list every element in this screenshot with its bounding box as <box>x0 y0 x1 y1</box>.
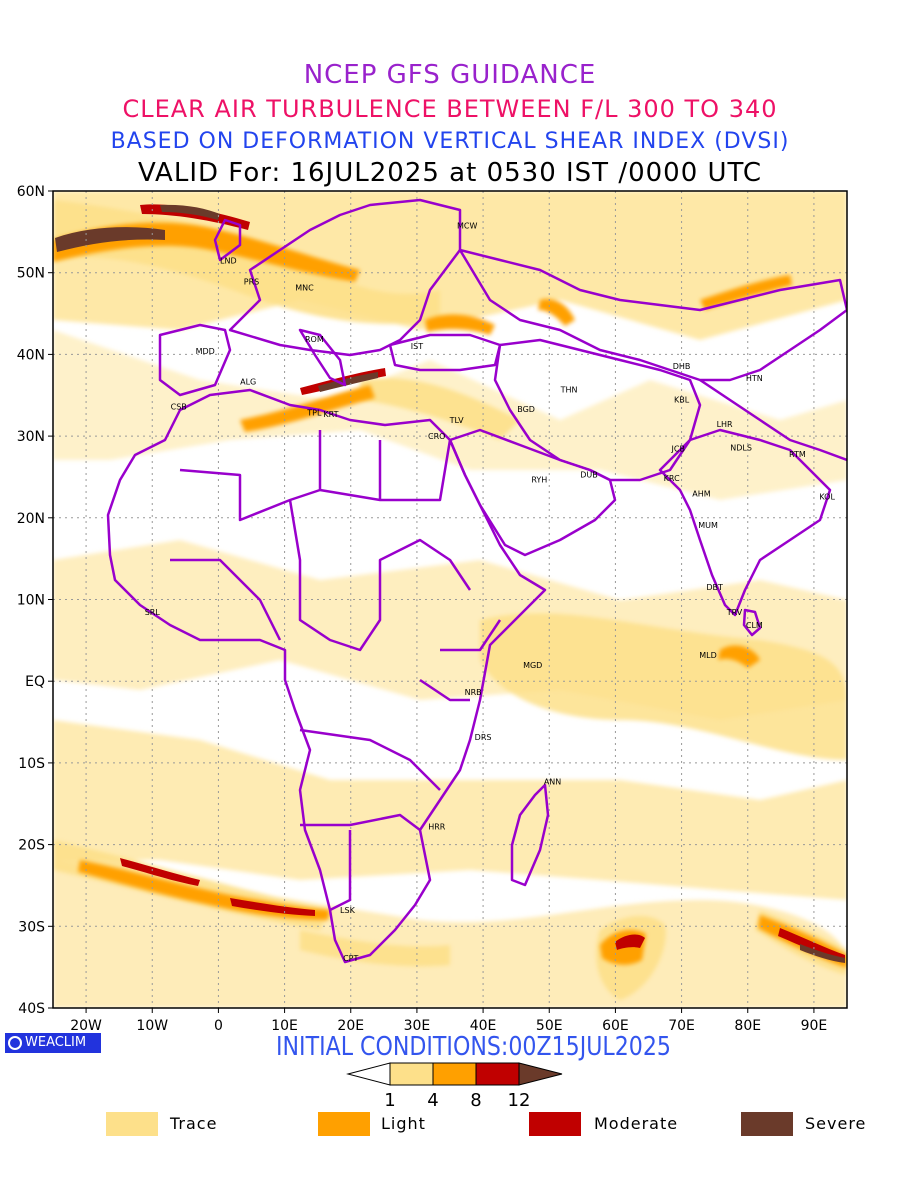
station-label-nrb: NRB <box>465 688 482 697</box>
country-boundaries <box>106 198 847 964</box>
lat-label: 30S <box>18 919 45 935</box>
station-label-rtm: RTM <box>789 450 806 459</box>
lon-label: 50E <box>536 1018 563 1034</box>
station-label-mcw: MCW <box>457 221 477 230</box>
lat-label: EQ <box>25 674 45 690</box>
station-label-mdd: MDD <box>196 347 215 356</box>
station-label-dhb: DHB <box>673 362 691 371</box>
station-label-mld: MLD <box>699 651 717 660</box>
lon-label: 30E <box>404 1018 431 1034</box>
logo-text: WEACLIM <box>25 1035 87 1050</box>
lat-label: 20N <box>17 511 45 527</box>
lat-label: 50N <box>17 266 45 282</box>
axis-labels: 60N 50N 40N 30N 20N 10N EQ 10S 20S 30S 40S 20W 10W 0 1… <box>17 184 828 1034</box>
station-label-htn: HTN <box>746 374 763 383</box>
lon-label: 20W <box>70 1018 102 1034</box>
header-line-2: CLEAR AIR TURBULENCE BETWEEN F/L 300 TO … <box>122 95 778 123</box>
lon-label: 0 <box>214 1018 223 1034</box>
lon-label: 10E <box>271 1018 298 1034</box>
station-label-csb: CSB <box>171 403 187 412</box>
legend-label-moderate: Moderate <box>594 1114 679 1133</box>
station-label-tlv: TLV <box>449 416 464 425</box>
lat-label: 30N <box>17 429 45 445</box>
lon-label: 90E <box>801 1018 828 1034</box>
station-label-dbt: DBT <box>706 583 723 592</box>
colorbar-tick-8: 8 <box>470 1090 481 1111</box>
station-label-lsk: LSK <box>340 906 356 915</box>
colorbar: 1 4 8 12 <box>346 1062 563 1111</box>
station-label-bgd: BGD <box>517 405 535 414</box>
header-line-1: NCEP GFS GUIDANCE <box>303 60 597 90</box>
lon-label: 20E <box>337 1018 364 1034</box>
legend-swatch-severe <box>741 1112 793 1136</box>
lon-label: 60E <box>602 1018 629 1034</box>
station-label-trv: TRV <box>726 608 743 617</box>
lat-label: 10S <box>18 756 45 772</box>
station-label-clm: CLM <box>746 621 763 630</box>
station-label-tpl: TPL <box>306 408 322 417</box>
station-label-mum: MUM <box>698 521 718 530</box>
initial-conditions: INITIAL CONDITIONS:00Z15JUL2025 <box>276 1032 671 1062</box>
station-label-krc: KRC <box>664 474 680 483</box>
weaclim-logo-icon <box>8 1036 22 1050</box>
station-label-kbl: KBL <box>674 395 690 404</box>
lon-label: 80E <box>734 1018 761 1034</box>
station-labels: MCW LND PRS MNC ROM MDD IST ALG CSB TPL KRT CRO TLV B… <box>145 221 836 963</box>
station-label-alg: ALG <box>240 377 256 386</box>
lon-label: 70E <box>668 1018 695 1034</box>
station-label-krt: KRT <box>323 410 338 419</box>
station-label-mnc: MNC <box>295 283 314 292</box>
station-label-ryh: RYH <box>531 475 547 484</box>
lat-label: 60N <box>17 184 45 200</box>
station-label-prs: PRS <box>244 278 259 287</box>
lat-label: 40S <box>18 1001 45 1017</box>
graticule <box>53 191 847 1008</box>
colorbar-tick-4: 4 <box>427 1090 438 1111</box>
station-label-thn: THN <box>560 386 578 395</box>
lat-label: 10N <box>17 593 45 609</box>
station-label-ndls: NDLS <box>730 444 752 453</box>
lat-label: 40N <box>17 347 45 363</box>
legend-swatch-moderate <box>529 1112 581 1136</box>
station-label-ahm: AHM <box>692 489 710 498</box>
station-label-srl: SRL <box>145 608 161 617</box>
colorbar-tick-12: 12 <box>508 1090 531 1111</box>
lat-label: 20S <box>18 838 45 854</box>
station-label-kol: KOL <box>819 493 835 502</box>
severe-regions <box>55 204 845 963</box>
station-label-mgd: MGD <box>523 661 542 670</box>
station-label-rom: ROM <box>305 335 324 344</box>
station-label-hrr: HRR <box>428 823 446 832</box>
header-line-3: BASED ON DEFORMATION VERTICAL SHEAR INDE… <box>110 129 790 154</box>
station-label-cro: CRO <box>428 432 445 441</box>
station-label-drs: DRS <box>475 733 492 742</box>
lon-label: 10W <box>136 1018 168 1034</box>
legend-swatch-trace <box>106 1112 158 1136</box>
station-label-dub: DUB <box>580 470 598 479</box>
lon-label: 40E <box>470 1018 497 1034</box>
legend-swatch-light <box>318 1112 370 1136</box>
weaclim-logo: WEACLIM <box>5 1033 101 1053</box>
station-label-lnd: LND <box>220 256 237 265</box>
station-label-jcb: JCB <box>671 444 685 453</box>
station-label-ist: IST <box>411 342 423 351</box>
legend-label-severe: Severe <box>805 1114 867 1133</box>
station-label-cpt: CPT <box>343 954 358 963</box>
station-label-lhr: LHR <box>717 420 733 429</box>
station-label-ann: ANN <box>544 778 561 787</box>
legend-label-light: Light <box>381 1114 426 1133</box>
colorbar-tick-1: 1 <box>384 1090 395 1111</box>
legend-label-trace: Trace <box>170 1114 218 1133</box>
header-line-4: VALID For: 16JUL2025 at 0530 IST /0000 U… <box>137 158 763 188</box>
